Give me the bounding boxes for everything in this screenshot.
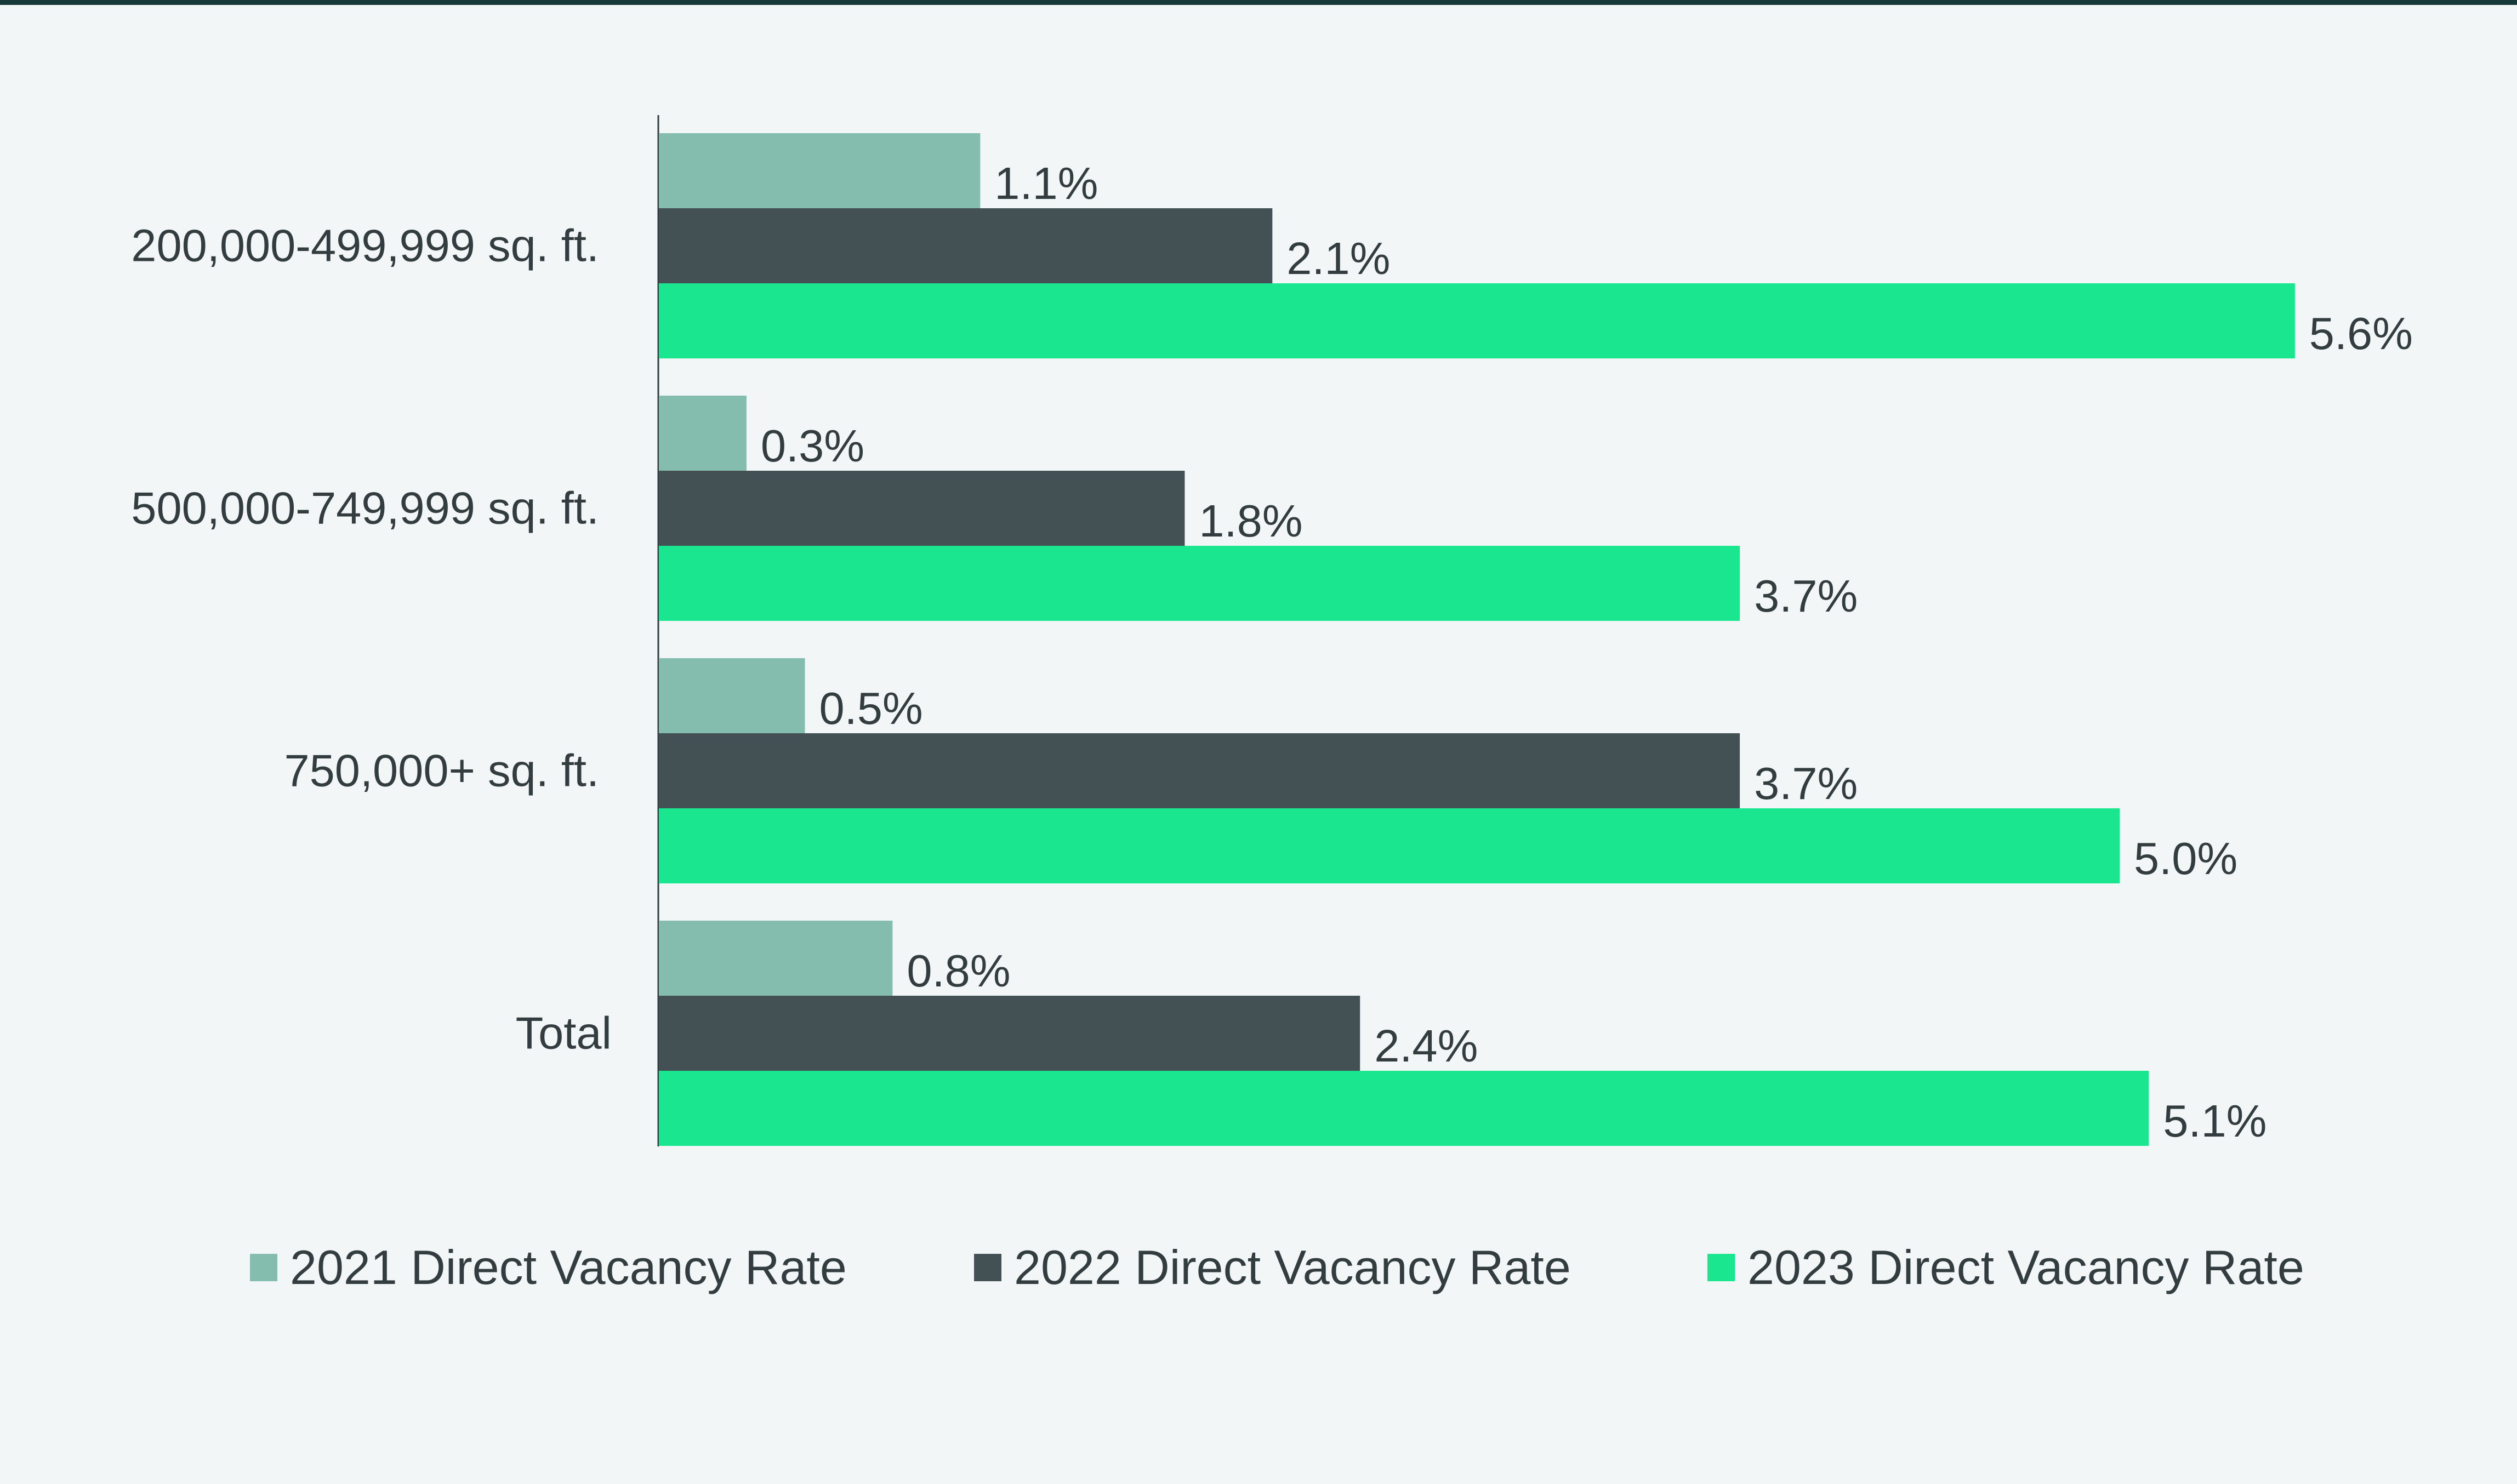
legend-swatch (250, 1254, 277, 1281)
bar (659, 208, 1273, 283)
category-label: Total (516, 1008, 612, 1059)
data-label: 3.7% (1754, 570, 1858, 621)
category-label: 200,000-499,999 sq. ft. (131, 220, 599, 271)
bar (659, 996, 1360, 1071)
data-label: 3.7% (1754, 758, 1858, 809)
data-label: 2.4% (1374, 1020, 1478, 1071)
legend-label: 2023 Direct Vacancy Rate (1747, 1240, 2304, 1294)
data-label: 5.1% (2163, 1095, 2267, 1146)
bar (659, 808, 2120, 883)
legend-swatch (1707, 1254, 1735, 1281)
legend: 2021 Direct Vacancy Rate 2022 Direct Vaca… (250, 1240, 2304, 1294)
bar (659, 396, 747, 471)
bar (659, 546, 1740, 621)
bar (659, 133, 981, 208)
data-label: 0.5% (819, 683, 923, 734)
top-rule (0, 0, 2517, 5)
data-label: 1.1% (994, 158, 1098, 209)
data-label: 0.3% (761, 420, 864, 471)
bar (659, 1071, 2149, 1146)
data-label: 0.8% (907, 945, 1010, 996)
labels-layer: 200,000-499,999 sq. ft. 1.1% 2.1% 5.6% 500,0… (131, 158, 2413, 1146)
legend-swatch (974, 1254, 1001, 1281)
bar (659, 471, 1185, 546)
legend-label: 2022 Direct Vacancy Rate (1014, 1240, 1571, 1294)
bar (659, 283, 2295, 358)
category-label: 500,000-749,999 sq. ft. (131, 483, 599, 534)
bar (659, 921, 893, 996)
data-label: 2.1% (1286, 233, 1390, 284)
bar (659, 733, 1740, 808)
data-label: 1.8% (1199, 495, 1302, 546)
data-label: 5.0% (2134, 833, 2237, 884)
legend-label: 2021 Direct Vacancy Rate (290, 1240, 847, 1294)
category-label: 750,000+ sq. ft. (284, 745, 599, 796)
data-label: 5.6% (2309, 308, 2413, 359)
bar (659, 658, 805, 733)
bars-layer (659, 133, 2295, 1146)
